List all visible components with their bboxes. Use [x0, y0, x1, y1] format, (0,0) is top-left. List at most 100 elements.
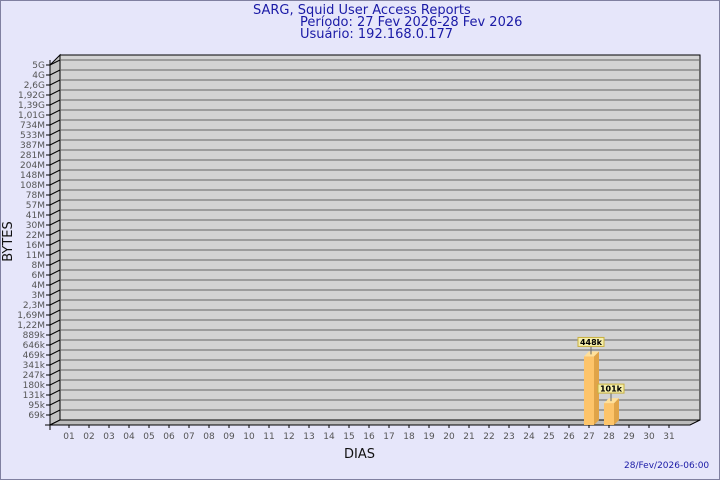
x-tick-label: 17 [383, 432, 394, 442]
y-tick-diag [49, 269, 61, 276]
x-tick-label: 08 [203, 432, 215, 442]
y-tick-diag [49, 369, 61, 376]
x-tick-label: 16 [363, 432, 375, 442]
y-tick-diag [49, 309, 61, 316]
y-tick-label: 247k [23, 371, 46, 381]
data-label-box [597, 383, 625, 394]
y-tick-diag [49, 239, 61, 246]
y-tick-label: 281M [20, 151, 45, 161]
y-tick-label: 387M [20, 141, 45, 151]
y-tick-diag [49, 129, 61, 136]
bar-27: 448k [577, 336, 605, 425]
y-tick-diag [49, 249, 61, 256]
x-tick-label: 28 [603, 432, 615, 442]
y-tick-diag [49, 329, 61, 336]
y-tick-diag [49, 109, 61, 116]
y-tick-label: 1,69M [17, 311, 45, 321]
y-tick-label: 4G [32, 71, 45, 81]
y-tick-label: 4M [32, 281, 46, 291]
x-axis-label: DIAS [344, 447, 375, 462]
y-tick-label: 2,3M [23, 301, 45, 311]
x-tick-label: 07 [183, 432, 194, 442]
x-tick-label: 20 [443, 432, 455, 442]
y-tick-label: 11M [26, 251, 45, 261]
y-tick-label: 533M [20, 131, 45, 141]
x-tick-label: 12 [283, 432, 294, 442]
y-tick-label: 1,22M [17, 321, 45, 331]
x-tick-label: 23 [503, 432, 514, 442]
x-tick-label: 06 [163, 432, 175, 442]
y-tick-label: 2,6G [24, 81, 45, 91]
y-tick-diag [49, 139, 61, 146]
y-tick-label: 30M [26, 221, 45, 231]
chart-title: SARG, Squid User Access Reports [253, 3, 471, 18]
y-tick-diag [49, 379, 61, 386]
y-tick-label: 5G [32, 61, 45, 71]
x-tick-label: 10 [243, 432, 255, 442]
y-tick-label: 469k [23, 351, 46, 361]
y-tick-label: 22M [26, 231, 45, 241]
y-tick-diag [49, 119, 61, 126]
y-tick-diag [49, 409, 61, 416]
y-tick-label: 41M [26, 211, 45, 221]
x-tick-label: 29 [623, 432, 635, 442]
y-tick-label: 1,01G [18, 111, 45, 121]
y-tick-label: 734M [20, 121, 45, 131]
bar-side [614, 398, 619, 425]
y-tick-label: 16M [26, 241, 45, 251]
data-label-box [577, 336, 605, 347]
y-tick-diag [49, 259, 61, 266]
y-tick-label: 131k [23, 391, 46, 401]
y-tick-diag [49, 279, 61, 286]
chart-user: Usuário: 192.168.0.177 [300, 27, 454, 42]
y-tick-diag [49, 359, 61, 366]
y-tick-label: 3M [32, 291, 46, 301]
y-tick-diag [49, 159, 61, 166]
y-tick-label: 1,39G [18, 101, 45, 111]
y-tick-diag [49, 69, 61, 76]
x-tick-label: 13 [303, 432, 314, 442]
bar-side [594, 351, 599, 425]
y-tick-diag [49, 399, 61, 406]
y-tick-diag [49, 219, 61, 226]
x-tick-label: 09 [223, 432, 235, 442]
x-tick-label: 02 [83, 432, 94, 442]
y-tick-label: 108M [20, 181, 45, 191]
y-tick-label: 148M [20, 171, 45, 181]
y-tick-diag [49, 179, 61, 186]
y-tick-label: 95k [28, 401, 45, 411]
y-tick-diag [49, 189, 61, 196]
y-tick-label: 889k [23, 331, 46, 341]
y-tick-label: 69k [28, 411, 45, 421]
bar-28: 101k [597, 383, 625, 425]
y-tick-diag [49, 319, 61, 326]
x-tick-label: 14 [323, 432, 335, 442]
y-tick-diag [49, 349, 61, 356]
x-tick-label: 18 [403, 432, 415, 442]
x-tick-label: 01 [63, 432, 74, 442]
x-tick-label: 21 [463, 432, 474, 442]
x-tick-label: 30 [643, 432, 655, 442]
floor [49, 419, 701, 426]
x-tick-label: 19 [423, 432, 435, 442]
y-tick-diag [49, 149, 61, 156]
y-tick-label: 204M [20, 161, 45, 171]
y-tick-diag [49, 209, 61, 216]
y-tick-label: 78M [26, 191, 45, 201]
y-tick-label: 646k [23, 341, 46, 351]
y-tick-diag [49, 389, 61, 396]
y-tick-label: 8M [32, 261, 46, 271]
y-tick-label: 57M [26, 201, 45, 211]
y-tick-diag [49, 229, 61, 236]
x-tick-label: 25 [543, 432, 554, 442]
y-tick-diag [49, 339, 61, 346]
y-tick-diag [49, 99, 61, 106]
data-label: 448k [580, 338, 603, 347]
x-tick-label: 11 [263, 432, 274, 442]
x-tick-label: 27 [583, 432, 594, 442]
data-label: 101k [600, 385, 623, 394]
x-tick-label: 22 [483, 432, 494, 442]
y-tick-diag [49, 79, 61, 86]
x-tick-label: 24 [523, 432, 535, 442]
